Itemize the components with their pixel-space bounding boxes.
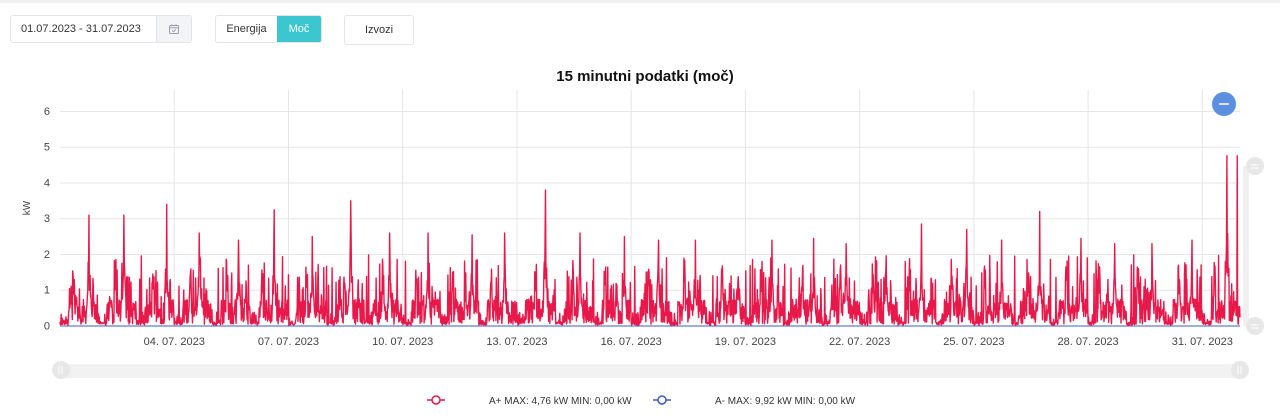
x-tick-label: 22. 07. 2023	[829, 336, 890, 348]
y-tick-label: 4	[44, 177, 50, 189]
calendar-button[interactable]	[156, 16, 191, 42]
zoom-out-button[interactable]	[1212, 92, 1236, 116]
legend-marker-icon	[657, 395, 667, 405]
legend-item-a-plus[interactable]: A+ MAX: 4,76 kW MIN: 0,00 kW	[427, 395, 632, 407]
vertical-scrollbar[interactable]	[1243, 157, 1264, 335]
toggle-energy-button[interactable]: Energija	[216, 16, 277, 42]
y-axis-ticks: 0 1 2 3 4 5 6	[44, 106, 50, 333]
scroll-handle-bottom[interactable]	[1246, 317, 1264, 335]
series-line-a-plus	[59, 155, 1241, 326]
legend-item-a-minus[interactable]: A- MAX: 9,92 kW MIN: 0,00 kW	[653, 395, 856, 407]
x-tick-label: 10. 07. 2023	[372, 336, 433, 348]
horizontal-scrollbar[interactable]	[52, 361, 1249, 379]
scroll-handle-right[interactable]	[1231, 361, 1249, 379]
y-tick-label: 2	[44, 249, 50, 261]
y-tick-label: 3	[44, 213, 50, 225]
series-layer	[59, 155, 1241, 327]
x-tick-label: 25. 07. 2023	[943, 336, 1004, 348]
x-tick-label: 07. 07. 2023	[258, 336, 319, 348]
mode-toggle: Energija Moč	[215, 15, 322, 43]
x-axis-ticks: 04. 07. 2023 07. 07. 2023 10. 07. 2023 13. …	[144, 336, 1233, 348]
date-range-picker[interactable]: 01.07.2023 - 31.07.2023	[10, 15, 192, 43]
x-tick-label: 13. 07. 2023	[486, 336, 547, 348]
y-tick-label: 6	[44, 106, 50, 118]
top-border	[0, 0, 1280, 3]
legend-marker-icon	[431, 395, 441, 405]
y-tick-label: 1	[44, 285, 50, 297]
x-tick-label: 16. 07. 2023	[601, 336, 662, 348]
toggle-power-button[interactable]: Moč	[277, 16, 321, 42]
legend-label-a-plus: A+ MAX: 4,76 kW MIN: 0,00 kW	[489, 396, 632, 407]
x-tick-label: 04. 07. 2023	[144, 336, 205, 348]
x-tick-label: 28. 07. 2023	[1058, 336, 1119, 348]
y-tick-label: 5	[44, 142, 50, 154]
scroll-handle-left[interactable]	[52, 361, 70, 379]
calendar-check-icon	[169, 24, 179, 34]
export-button[interactable]: Izvozi	[344, 15, 414, 45]
x-tick-label: 19. 07. 2023	[715, 336, 776, 348]
scroll-handle-top[interactable]	[1246, 157, 1264, 175]
legend-label-a-minus: A- MAX: 9,92 kW MIN: 0,00 kW	[715, 396, 856, 407]
x-tick-label: 31. 07. 2023	[1172, 336, 1233, 348]
chart-title: 15 minutni podatki (moč)	[556, 68, 734, 85]
date-range-value: 01.07.2023 - 31.07.2023	[21, 23, 141, 35]
y-axis-label: kW	[22, 200, 33, 215]
y-tick-label: 0	[44, 321, 50, 333]
